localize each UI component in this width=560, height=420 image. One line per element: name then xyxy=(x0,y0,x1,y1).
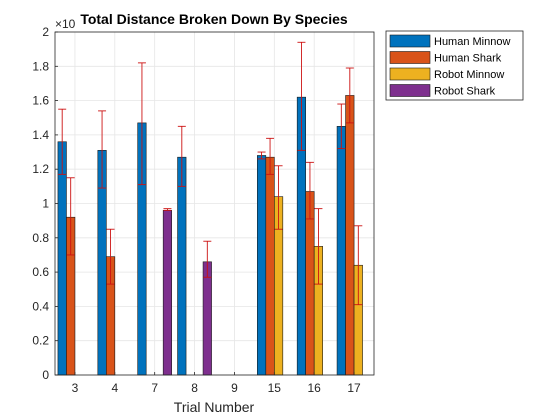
y-tick-label: 1.4 xyxy=(32,128,49,142)
legend: Human Minnow Human Shark Robot Minnow Robot… xyxy=(385,30,524,101)
legend-swatch xyxy=(389,51,431,64)
bar-human-minnow xyxy=(336,126,346,376)
bars xyxy=(57,95,363,376)
y-tick-label: 1.6 xyxy=(32,94,49,108)
legend-label: Robot Shark xyxy=(434,86,496,98)
bar-human-shark xyxy=(265,156,275,376)
bar-robot-shark xyxy=(202,261,212,376)
x-axis: 3 4 7 8 9 15 16 17 xyxy=(72,372,361,395)
y-tick-label: 0.8 xyxy=(32,231,49,245)
bar-human-minnow xyxy=(257,155,267,376)
bar-human-minnow xyxy=(57,141,67,376)
exponent-label: ×10 xyxy=(55,17,76,31)
legend-swatch xyxy=(389,34,431,48)
chart-title: Total Distance Broken Down By Species xyxy=(80,11,348,27)
y-tick-label: 0.2 xyxy=(32,334,49,348)
x-tick-label: 7 xyxy=(151,381,158,395)
legend-label: Human Minnow xyxy=(434,36,510,48)
x-tick-label: 4 xyxy=(111,381,118,395)
y-tick-label: 1 xyxy=(42,197,49,211)
bar-robot-shark xyxy=(162,210,172,376)
legend-label: Human Shark xyxy=(434,53,502,65)
x-axis-title: Trial Number xyxy=(174,399,255,415)
bar-human-minnow xyxy=(177,156,187,376)
error-bars xyxy=(58,41,363,306)
y-tick-label: 2 xyxy=(42,25,49,39)
legend-swatch xyxy=(389,84,431,97)
y-tick-label: 0.6 xyxy=(32,265,49,279)
y-tick-label: 0 xyxy=(42,368,49,382)
y-tick-label: 1.2 xyxy=(32,162,49,176)
y-axis: 0 0.2 0.4 0.6 0.8 1 1.2 1.4 1.6 1.8 2 xyxy=(32,25,58,382)
x-tick-label: 8 xyxy=(191,381,198,395)
x-tick-label: 3 xyxy=(72,381,79,395)
x-tick-label: 9 xyxy=(231,381,238,395)
legend-label: Robot Minnow xyxy=(434,69,504,81)
legend-swatch xyxy=(389,67,431,81)
x-tick-label: 17 xyxy=(347,381,361,395)
y-tick-label: 1.8 xyxy=(32,59,49,73)
x-tick-label: 15 xyxy=(268,381,282,395)
bar-human-shark xyxy=(345,95,355,376)
x-tick-label: 16 xyxy=(308,381,322,395)
y-tick-label: 0.4 xyxy=(32,299,49,313)
